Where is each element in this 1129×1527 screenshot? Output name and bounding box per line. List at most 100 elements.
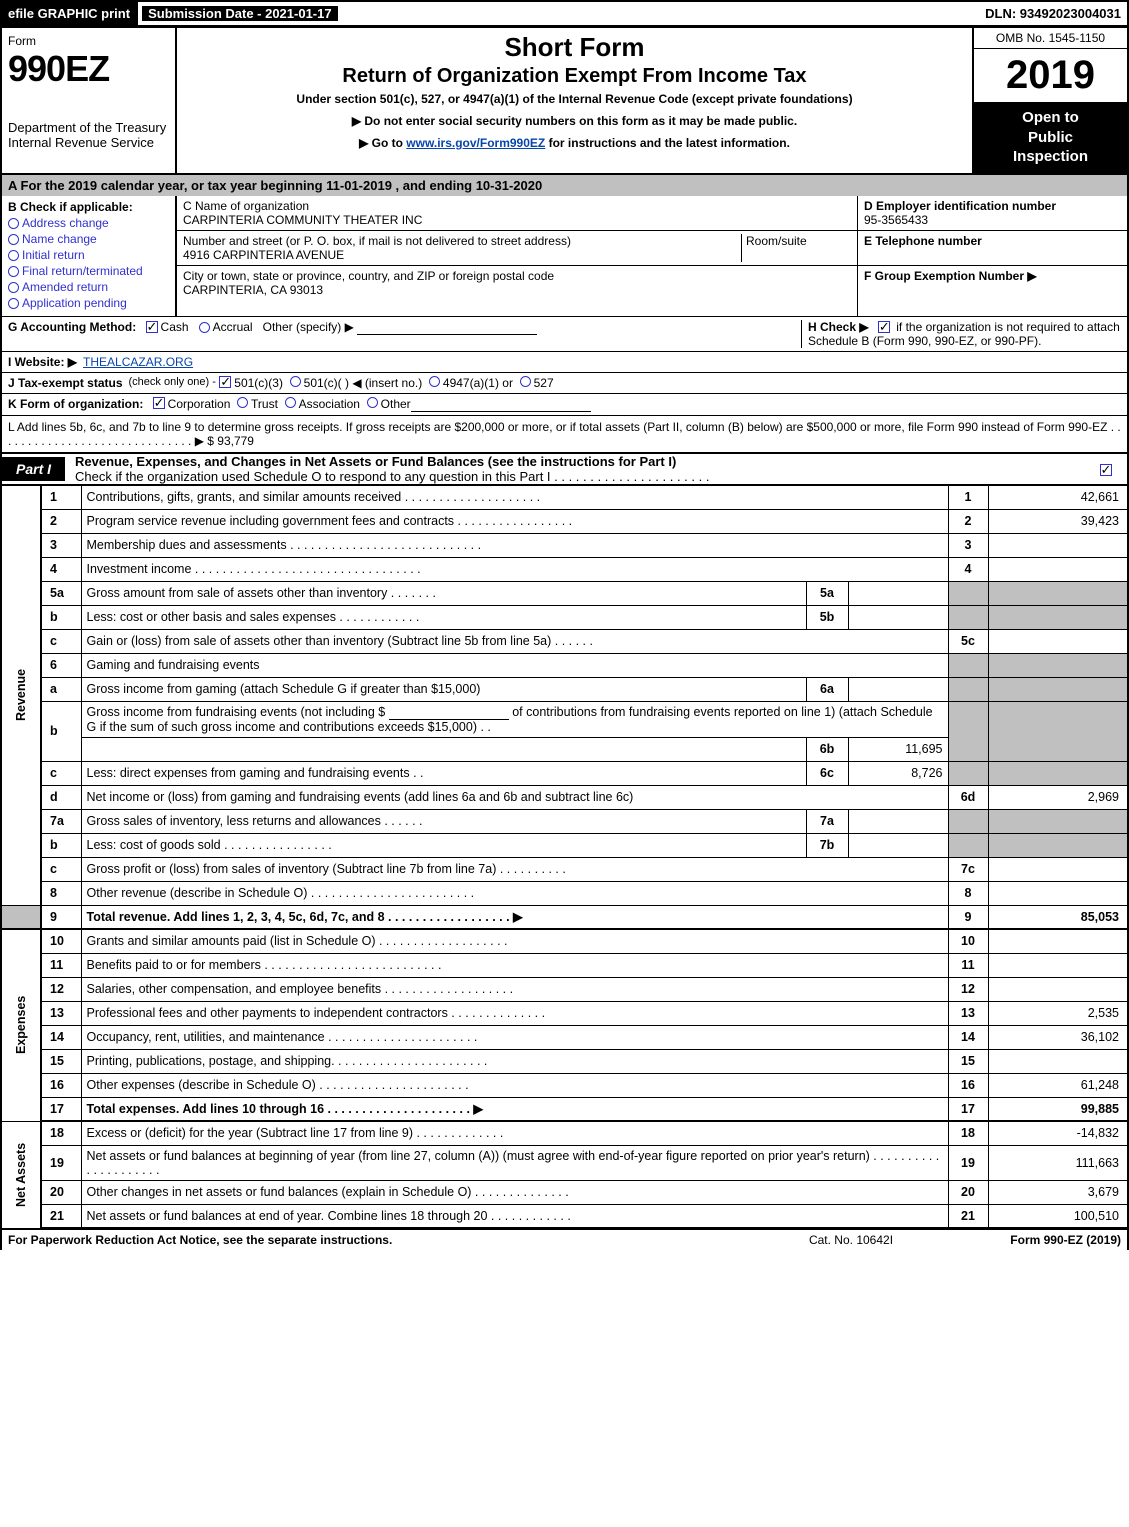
other-specify: Other (specify) ▶ [263, 320, 354, 334]
line-19: 19Net assets or fund balances at beginni… [1, 1145, 1128, 1180]
check-501c[interactable] [290, 376, 301, 387]
page-footer: For Paperwork Reduction Act Notice, see … [0, 1229, 1129, 1250]
line-16: 16Other expenses (describe in Schedule O… [1, 1073, 1128, 1097]
check-association[interactable] [285, 397, 296, 408]
address-value: 4916 CARPINTERIA AVENUE [183, 248, 741, 262]
section-gh: G Accounting Method: Cash Accrual Other … [0, 317, 1129, 352]
line-8: 8Other revenue (describe in Schedule O) … [1, 881, 1128, 905]
spacer [342, 2, 980, 25]
part1-title: Revenue, Expenses, and Changes in Net As… [65, 454, 1087, 484]
ein-value: 95-3565433 [864, 213, 1121, 227]
line-9: 9Total revenue. Add lines 1, 2, 3, 4, 5c… [1, 905, 1128, 929]
check-name-change[interactable]: Name change [8, 232, 169, 246]
check-amended-return[interactable]: Amended return [8, 280, 169, 294]
form-number: 990EZ [8, 48, 169, 90]
expenses-side-label: Expenses [1, 929, 41, 1121]
footer-catalog: Cat. No. 10642I [761, 1233, 941, 1247]
line-17: 17Total expenses. Add lines 10 through 1… [1, 1097, 1128, 1121]
room-suite-label: Room/suite [746, 234, 851, 248]
address-label: Number and street (or P. O. box, if mail… [183, 234, 741, 248]
line-5a: 5aGross amount from sale of assets other… [1, 581, 1128, 605]
info-block-bcd: B Check if applicable: Address change Na… [0, 196, 1129, 317]
line-6b: b Gross income from fundraising events (… [1, 701, 1128, 737]
department-line1: Department of the Treasury [8, 120, 169, 135]
line-21: 21Net assets or fund balances at end of … [1, 1204, 1128, 1228]
line-7c: cGross profit or (loss) from sales of in… [1, 857, 1128, 881]
ein-label: D Employer identification number [864, 199, 1121, 213]
public-inspection: Open to Public Inspection [974, 102, 1127, 173]
check-501c3[interactable] [219, 376, 231, 388]
line-6c: cLess: direct expenses from gaming and f… [1, 761, 1128, 785]
check-other-org[interactable] [367, 397, 378, 408]
form-section-note: Under section 501(c), 527, or 4947(a)(1)… [185, 92, 964, 106]
line-14: 14Occupancy, rent, utilities, and mainte… [1, 1025, 1128, 1049]
check-initial-return[interactable]: Initial return [8, 248, 169, 262]
line-2: 2Program service revenue including gover… [1, 509, 1128, 533]
line-3: 3Membership dues and assessments . . . .… [1, 533, 1128, 557]
form-subtitle: Return of Organization Exempt From Incom… [185, 65, 964, 88]
org-name-label: C Name of organization [183, 199, 851, 213]
dln-number: DLN: 93492023004031 [979, 2, 1127, 25]
part1-lines-table: Revenue 1 Contributions, gifts, grants, … [0, 485, 1129, 1230]
group-exemption-label: F Group Exemption Number ▶ [864, 269, 1121, 283]
form-label: Form [8, 34, 169, 48]
website-link[interactable]: THEALCAZAR.ORG [83, 355, 193, 369]
check-corporation[interactable] [153, 397, 165, 409]
form-header: Form 990EZ Department of the Treasury In… [0, 28, 1129, 173]
irs-link[interactable]: www.irs.gov/Form990EZ [406, 136, 545, 150]
form-title: Short Form [185, 32, 964, 63]
form-of-org-label: K Form of organization: [8, 397, 143, 412]
tax-year: 2019 [974, 49, 1127, 102]
section-b: B Check if applicable: Address change Na… [2, 196, 177, 316]
tax-exempt-label: J Tax-exempt status [8, 376, 123, 390]
form-number-box: Form 990EZ Department of the Treasury In… [2, 28, 177, 173]
city-value: CARPINTERIA, CA 93013 [183, 283, 851, 297]
form-title-box: Short Form Return of Organization Exempt… [177, 28, 972, 173]
line-1: Revenue 1 Contributions, gifts, grants, … [1, 485, 1128, 509]
check-final-return[interactable]: Final return/terminated [8, 264, 169, 278]
section-a-tax-year: A For the 2019 calendar year, or tax yea… [0, 173, 1129, 196]
line-7b: bLess: cost of goods sold . . . . . . . … [1, 833, 1128, 857]
check-527[interactable] [520, 376, 531, 387]
line-20: 20Other changes in net assets or fund ba… [1, 1180, 1128, 1204]
part1-tab: Part I [2, 457, 65, 481]
line-12: 12Salaries, other compensation, and empl… [1, 977, 1128, 1001]
city-label: City or town, state or province, country… [183, 269, 851, 283]
revenue-side-label: Revenue [1, 485, 41, 905]
top-bar: efile GRAPHIC print Submission Date - 20… [0, 0, 1129, 28]
check-trust[interactable] [237, 397, 248, 408]
check-application-pending[interactable]: Application pending [8, 296, 169, 310]
efile-print-button[interactable]: efile GRAPHIC print [2, 2, 138, 25]
goto-prefix: ▶ Go to [359, 136, 406, 150]
section-b-header: B Check if applicable: [8, 200, 169, 214]
section-c: C Name of organization CARPINTERIA COMMU… [177, 196, 857, 316]
line-7a: 7aGross sales of inventory, less returns… [1, 809, 1128, 833]
org-name: CARPINTERIA COMMUNITY THEATER INC [183, 213, 851, 227]
check-accrual[interactable] [199, 322, 210, 333]
submission-date: Submission Date - 2021-01-17 [140, 4, 340, 23]
form-link-line: ▶ Go to www.irs.gov/Form990EZ for instru… [185, 136, 964, 150]
footer-paperwork: For Paperwork Reduction Act Notice, see … [8, 1233, 761, 1247]
section-h-prefix: H Check ▶ [808, 320, 872, 334]
line-6a: aGross income from gaming (attach Schedu… [1, 677, 1128, 701]
telephone-label: E Telephone number [864, 234, 1121, 248]
department-line2: Internal Revenue Service [8, 135, 169, 150]
section-i: I Website: ▶ THEALCAZAR.ORG [0, 352, 1129, 373]
check-cash[interactable] [146, 321, 158, 333]
website-label: I Website: ▶ [8, 355, 77, 369]
check-4947a1[interactable] [429, 376, 440, 387]
part1-check-note: Check if the organization used Schedule … [75, 469, 709, 484]
check-address-change[interactable]: Address change [8, 216, 169, 230]
line-10: Expenses 10Grants and similar amounts pa… [1, 929, 1128, 953]
part1-schedule-o-check[interactable] [1100, 464, 1112, 476]
line-6d: dNet income or (loss) from gaming and fu… [1, 785, 1128, 809]
line-5c: cGain or (loss) from sale of assets othe… [1, 629, 1128, 653]
part1-header: Part I Revenue, Expenses, and Changes in… [0, 454, 1129, 485]
check-schedule-b-not-required[interactable] [878, 321, 890, 333]
section-j: J Tax-exempt status (check only one) - 5… [0, 373, 1129, 394]
line-4: 4Investment income . . . . . . . . . . .… [1, 557, 1128, 581]
section-l: L Add lines 5b, 6c, and 7b to line 9 to … [0, 416, 1129, 454]
line-5b: bLess: cost or other basis and sales exp… [1, 605, 1128, 629]
section-k: K Form of organization: Corporation Trus… [0, 394, 1129, 416]
line-13: 13Professional fees and other payments t… [1, 1001, 1128, 1025]
